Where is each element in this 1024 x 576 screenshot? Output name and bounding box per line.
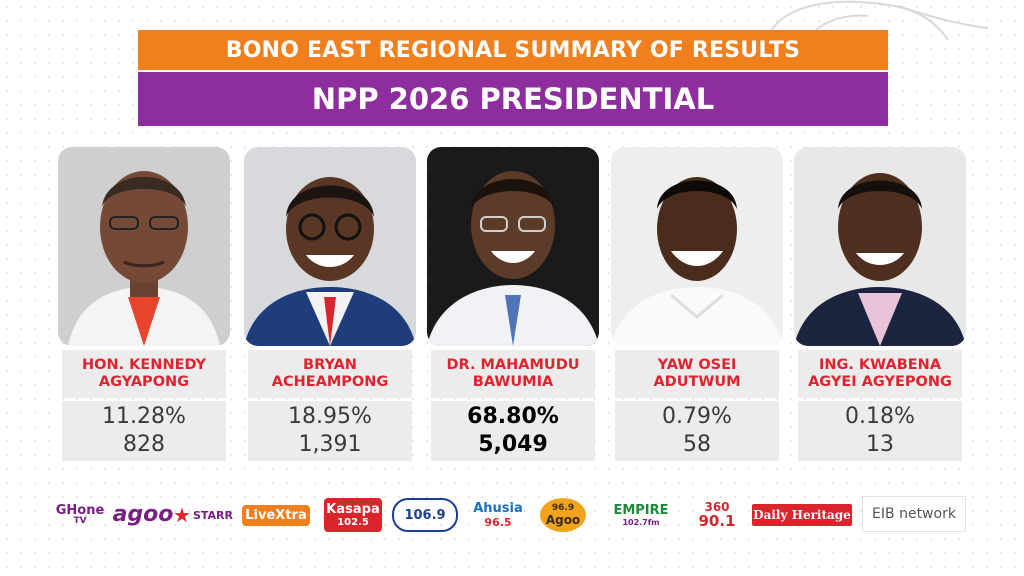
candidate-result: 0.79% 58	[615, 401, 779, 461]
candidate-percent: 11.28%	[102, 404, 186, 429]
candidate-votes: 58	[683, 432, 711, 457]
candidate-card-kwabena-agyei-agyepong: ING. KWABENA AGYEI AGYEPONG 0.18% 13	[794, 147, 966, 465]
candidate-result: 11.28% 828	[62, 401, 226, 461]
candidate-votes: 5,049	[478, 432, 548, 457]
starr-logo: ★ STARR	[173, 503, 233, 527]
candidate-photo	[611, 147, 783, 346]
sponsor-logo-strip: GHone TV agoo ★ STARR LiveXtra Kasapa 10…	[50, 490, 970, 538]
star-icon: ★	[173, 503, 191, 527]
radio-360-logo: 360 90.1	[698, 500, 736, 530]
ahusia-fm-logo: Ahusia 96.5	[473, 501, 523, 529]
agoo-logo: agoo	[112, 502, 174, 527]
candidate-name: ING. KWABENA AGYEI AGYEPONG	[798, 350, 962, 398]
candidate-name: BRYAN ACHEAMPONG	[248, 350, 412, 398]
candidate-card-mahamudu-bawumia: DR. MAHAMUDU BAWUMIA 68.80% 5,049	[427, 147, 599, 465]
empire-fm-logo: EMPIRE 102.7fm	[613, 502, 669, 527]
live-xtra-logo: LiveXtra	[236, 498, 316, 532]
candidate-percent: 68.80%	[467, 404, 559, 429]
agoo-fm-logo: 96.9 Agoo	[540, 498, 586, 532]
candidate-votes: 828	[123, 432, 165, 457]
candidate-row: HON. KENNEDY AGYAPONG 11.28% 828 BRYAN A…	[58, 147, 968, 467]
candidate-result: 18.95% 1,391	[248, 401, 412, 461]
election-title-banner: NPP 2026 PRESIDENTIAL	[138, 72, 888, 126]
kasapa-fm-logo: Kasapa 102.5	[324, 498, 382, 532]
candidate-name: HON. KENNEDY AGYAPONG	[62, 350, 226, 398]
candidate-card-yaw-osei-adutwum: YAW OSEI ADUTWUM 0.79% 58	[611, 147, 783, 465]
candidate-card-kennedy-agyapong: HON. KENNEDY AGYAPONG 11.28% 828	[58, 147, 230, 465]
eib-network-logo: EIB network	[862, 496, 966, 532]
region-title-banner: BONO EAST REGIONAL SUMMARY OF RESULTS	[138, 30, 888, 70]
candidate-name: YAW OSEI ADUTWUM	[615, 350, 779, 398]
candidate-votes: 13	[866, 432, 894, 457]
candidate-photo	[244, 147, 416, 346]
candidate-percent: 0.79%	[662, 404, 732, 429]
candidate-result: 0.18% 13	[798, 401, 962, 461]
candidate-card-bryan-acheampong: BRYAN ACHEAMPONG 18.95% 1,391	[244, 147, 416, 465]
candidate-votes: 1,391	[298, 432, 362, 457]
candidate-percent: 0.18%	[845, 404, 915, 429]
candidate-percent: 18.95%	[288, 404, 372, 429]
candidate-photo	[794, 147, 966, 346]
candidate-photo	[427, 147, 599, 346]
daily-heritage-logo: Daily Heritage	[752, 504, 852, 526]
candidate-photo	[58, 147, 230, 346]
candidate-result-leading: 68.80% 5,049	[431, 401, 595, 461]
fm-1069-logo: 106.9	[392, 498, 458, 532]
ghone-tv-logo: GHone TV	[55, 503, 105, 526]
candidate-name: DR. MAHAMUDU BAWUMIA	[431, 350, 595, 398]
